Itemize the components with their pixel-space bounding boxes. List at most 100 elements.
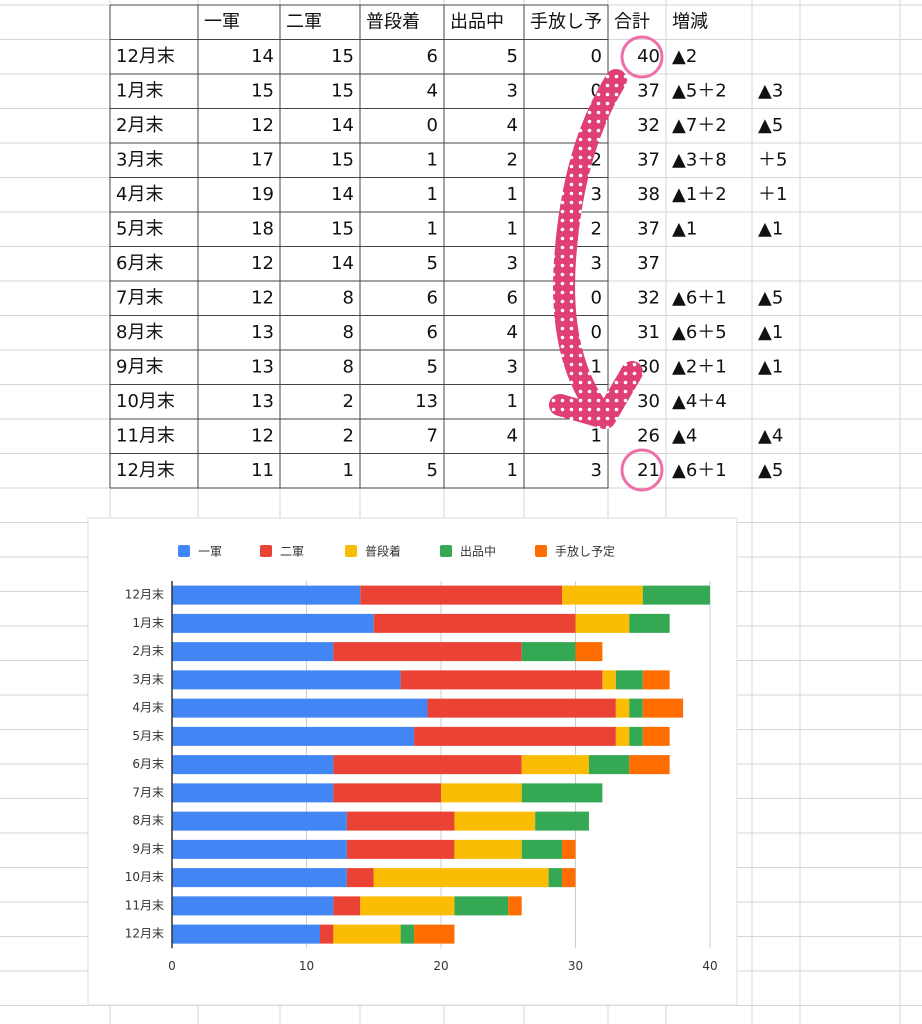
bar-segment bbox=[400, 924, 415, 944]
cell-value: 37 bbox=[637, 149, 660, 170]
legend-swatch bbox=[345, 545, 357, 557]
row-label: 5月末 bbox=[116, 218, 163, 239]
cell-value: ▲4 bbox=[758, 425, 783, 446]
cell-value: 6 bbox=[427, 46, 438, 67]
cell-value: 12 bbox=[251, 253, 274, 274]
bar-segment bbox=[172, 811, 347, 831]
bar-segment bbox=[562, 585, 643, 605]
cell-value: 2 bbox=[343, 425, 354, 446]
bar-segment bbox=[642, 670, 670, 690]
cell-value: ▲3 bbox=[758, 80, 783, 101]
cell-value: 0 bbox=[591, 46, 602, 67]
row-label: 6月末 bbox=[116, 253, 163, 274]
cell-value: 1 bbox=[507, 391, 518, 412]
column-header: 増減 bbox=[672, 11, 708, 32]
row-label: 9月末 bbox=[116, 356, 163, 377]
bar-segment bbox=[172, 642, 334, 662]
bar-segment bbox=[346, 868, 374, 888]
y-tick-label: 7月末 bbox=[132, 785, 164, 799]
cell-value: 3 bbox=[507, 253, 518, 274]
cell-value: 15 bbox=[331, 218, 354, 239]
cell-value: ＋1 bbox=[758, 184, 787, 205]
bar-segment bbox=[642, 585, 710, 605]
cell-value: 12 bbox=[251, 115, 274, 136]
bar-segment bbox=[333, 896, 361, 916]
cell-value: ▲5 bbox=[758, 287, 783, 308]
cell-value: 1 bbox=[591, 356, 602, 377]
cell-value: 13 bbox=[251, 322, 274, 343]
bar-segment bbox=[629, 613, 670, 633]
bar-segment bbox=[414, 924, 455, 944]
cell-value: 1 bbox=[591, 425, 602, 446]
row-label: 2月末 bbox=[116, 115, 163, 136]
cell-value: 0 bbox=[591, 80, 602, 101]
x-tick-label: 20 bbox=[433, 959, 448, 973]
cell-value: 1 bbox=[427, 218, 438, 239]
row-label: 7月末 bbox=[116, 287, 163, 308]
row-label: 3月末 bbox=[116, 149, 163, 170]
bar-segment bbox=[172, 726, 415, 746]
bar-segment bbox=[602, 670, 616, 690]
legend-label: 普段着 bbox=[365, 544, 401, 559]
circle-mark bbox=[620, 35, 664, 79]
cell-value: 6 bbox=[507, 287, 518, 308]
bar-segment bbox=[333, 924, 401, 944]
bar-segment bbox=[172, 613, 374, 633]
circle-mark bbox=[620, 448, 664, 492]
bar-segment bbox=[360, 585, 563, 605]
bar-segment bbox=[562, 839, 576, 859]
column-header: 合計 bbox=[614, 11, 650, 32]
legend-swatch bbox=[440, 545, 452, 557]
bar-segment bbox=[521, 783, 603, 803]
bar-segment bbox=[562, 868, 576, 888]
cell-value: 21 bbox=[637, 460, 660, 481]
cell-value: 2 bbox=[591, 149, 602, 170]
cell-value: 32 bbox=[637, 287, 660, 308]
bar-segment bbox=[172, 783, 334, 803]
bar-segment bbox=[615, 670, 643, 690]
column-header: 一軍 bbox=[204, 11, 240, 32]
bar-segment bbox=[373, 868, 549, 888]
cell-value: ▲2＋1 bbox=[672, 356, 727, 377]
bar-segment bbox=[172, 698, 428, 718]
cell-value: ▲1 bbox=[758, 356, 783, 377]
bar-segment bbox=[615, 698, 630, 718]
bar-segment bbox=[521, 839, 563, 859]
cell-value: 13 bbox=[251, 356, 274, 377]
legend-swatch bbox=[178, 545, 190, 557]
row-label: 10月末 bbox=[116, 391, 175, 412]
cell-value: 37 bbox=[637, 80, 660, 101]
y-tick-label: 1月末 bbox=[132, 616, 164, 630]
bar-segment bbox=[521, 755, 589, 775]
cell-value: 12 bbox=[251, 287, 274, 308]
cell-value: 1 bbox=[427, 149, 438, 170]
y-tick-label: 12月末 bbox=[125, 927, 164, 941]
bar-segment bbox=[441, 783, 522, 803]
x-tick-label: 40 bbox=[702, 959, 717, 973]
bar-segment bbox=[575, 613, 630, 633]
cell-value: 15 bbox=[331, 80, 354, 101]
cell-value: 5 bbox=[427, 253, 438, 274]
bar-segment bbox=[588, 755, 630, 775]
bar-segment bbox=[346, 811, 455, 831]
row-label: 11月末 bbox=[116, 425, 175, 446]
bar-segment bbox=[414, 726, 616, 746]
x-tick-label: 10 bbox=[299, 959, 314, 973]
column-header: 出品中 bbox=[450, 11, 504, 32]
cell-value: 6 bbox=[427, 287, 438, 308]
cell-value: 5 bbox=[427, 356, 438, 377]
cell-value: 3 bbox=[507, 356, 518, 377]
cell-value: ▲5＋2 bbox=[672, 80, 727, 101]
bar-segment bbox=[319, 924, 334, 944]
cell-value: 14 bbox=[331, 115, 354, 136]
legend-swatch bbox=[535, 545, 547, 557]
arrow bbox=[553, 69, 627, 423]
bar-segment bbox=[373, 613, 576, 633]
bar-segment bbox=[172, 755, 334, 775]
bar-segment bbox=[629, 755, 670, 775]
cell-value: 2 bbox=[591, 218, 602, 239]
legend-label: 一軍 bbox=[198, 545, 222, 559]
y-tick-label: 3月末 bbox=[132, 672, 164, 686]
cell-value: 18 bbox=[251, 218, 274, 239]
cell-value: 15 bbox=[331, 46, 354, 67]
